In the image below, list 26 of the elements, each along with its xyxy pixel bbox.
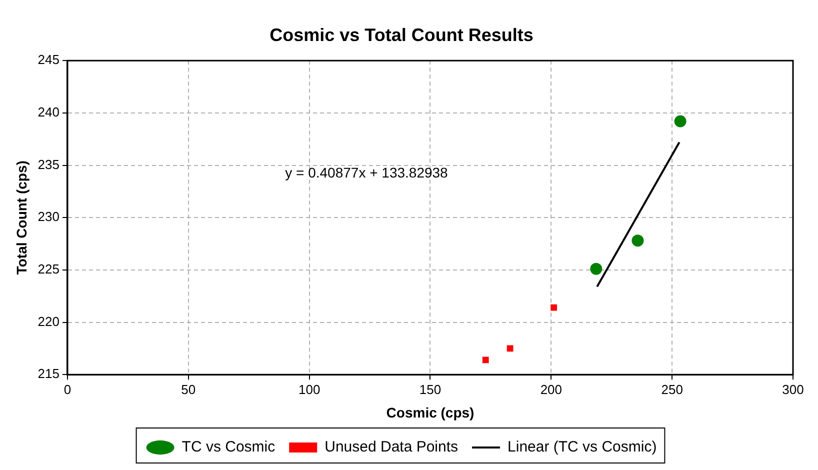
- x-tick-label: 150: [419, 382, 442, 397]
- y-tick-label: 215: [38, 366, 60, 382]
- y-axis-title: Total Count (cps): [13, 160, 30, 275]
- y-tick-label: 240: [38, 104, 60, 120]
- legend-label: Linear (TC vs Cosmic): [508, 438, 657, 456]
- point: [482, 356, 489, 364]
- x-axis-title: Cosmic (cps): [386, 404, 474, 420]
- x-tick-label: 200: [540, 382, 562, 397]
- point: [632, 234, 644, 247]
- legend-label: TC vs Cosmic: [182, 438, 276, 456]
- chart-title: Cosmic vs Total Count Results: [270, 24, 534, 45]
- y-tick-label: 245: [38, 52, 60, 68]
- annotation: y = 0.40877x + 133.82938: [285, 164, 448, 180]
- x-tick-label: 300: [782, 382, 804, 397]
- legend-label: Unused Data Points: [324, 438, 458, 456]
- y-tick-label: 230: [38, 209, 60, 224]
- x-tick-label: 50: [181, 382, 196, 397]
- point: [674, 115, 686, 128]
- y-tick-label: 220: [38, 314, 60, 329]
- x-tick-label: 250: [661, 382, 683, 397]
- y-tick-label: 225: [38, 262, 60, 277]
- point: [590, 262, 602, 275]
- y-tick-label: 235: [38, 156, 60, 172]
- x-tick-label: 100: [298, 382, 320, 397]
- point: [550, 304, 558, 311]
- x-tick-label: 0: [64, 382, 72, 397]
